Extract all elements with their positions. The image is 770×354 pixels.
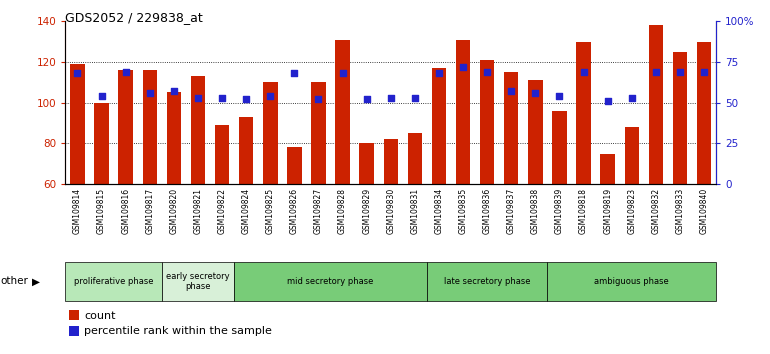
Text: GSM109834: GSM109834 bbox=[434, 188, 444, 234]
Bar bbox=[119, 70, 133, 184]
Text: GSM109825: GSM109825 bbox=[266, 188, 275, 234]
Point bbox=[554, 93, 566, 99]
Point bbox=[601, 98, 614, 104]
Text: GSM109838: GSM109838 bbox=[531, 188, 540, 234]
Point bbox=[650, 69, 662, 75]
Text: GSM109840: GSM109840 bbox=[700, 188, 708, 234]
Bar bbox=[673, 52, 687, 184]
Bar bbox=[697, 41, 711, 184]
Bar bbox=[162, 262, 234, 301]
Text: GSM109824: GSM109824 bbox=[242, 188, 251, 234]
Point bbox=[336, 70, 349, 76]
Bar bbox=[547, 262, 716, 301]
Bar bbox=[166, 92, 181, 184]
Bar bbox=[263, 82, 277, 184]
Text: GSM109816: GSM109816 bbox=[121, 188, 130, 234]
Point bbox=[433, 70, 445, 76]
Bar bbox=[234, 262, 427, 301]
Bar bbox=[360, 143, 374, 184]
Text: GSM109836: GSM109836 bbox=[483, 188, 492, 234]
Bar bbox=[576, 41, 591, 184]
Bar bbox=[239, 117, 253, 184]
Bar bbox=[336, 40, 350, 184]
Point bbox=[119, 69, 132, 75]
Text: other: other bbox=[1, 276, 28, 286]
Text: GSM109830: GSM109830 bbox=[387, 188, 395, 234]
Text: proliferative phase: proliferative phase bbox=[74, 277, 153, 286]
Text: early secretory
phase: early secretory phase bbox=[166, 272, 229, 291]
Text: mid secretory phase: mid secretory phase bbox=[287, 277, 373, 286]
Text: GSM109837: GSM109837 bbox=[507, 188, 516, 234]
Text: GSM109828: GSM109828 bbox=[338, 188, 347, 234]
Bar bbox=[456, 40, 470, 184]
Text: percentile rank within the sample: percentile rank within the sample bbox=[84, 326, 272, 336]
Bar bbox=[287, 147, 302, 184]
Bar bbox=[65, 262, 162, 301]
Point bbox=[698, 69, 710, 75]
Bar bbox=[601, 154, 615, 184]
Text: count: count bbox=[84, 311, 116, 321]
Bar bbox=[552, 111, 567, 184]
Point bbox=[313, 97, 325, 102]
Bar bbox=[528, 80, 543, 184]
Point bbox=[384, 95, 397, 101]
Point bbox=[360, 97, 373, 102]
Point bbox=[578, 69, 590, 75]
Point bbox=[144, 90, 156, 96]
Point bbox=[505, 88, 517, 94]
Text: GDS2052 / 229838_at: GDS2052 / 229838_at bbox=[65, 11, 203, 24]
Bar bbox=[427, 262, 547, 301]
Bar bbox=[407, 133, 422, 184]
Text: GSM109826: GSM109826 bbox=[290, 188, 299, 234]
Text: GSM109839: GSM109839 bbox=[555, 188, 564, 234]
Bar bbox=[648, 25, 663, 184]
Text: GSM109827: GSM109827 bbox=[314, 188, 323, 234]
Point bbox=[457, 64, 469, 70]
Bar bbox=[504, 72, 518, 184]
Bar bbox=[215, 125, 229, 184]
Text: ▶: ▶ bbox=[32, 276, 40, 286]
Text: GSM109815: GSM109815 bbox=[97, 188, 106, 234]
Point bbox=[216, 95, 228, 101]
Bar bbox=[624, 127, 639, 184]
Text: GSM109831: GSM109831 bbox=[410, 188, 420, 234]
Bar bbox=[383, 139, 398, 184]
Point bbox=[674, 69, 686, 75]
Text: GSM109814: GSM109814 bbox=[73, 188, 82, 234]
Text: GSM109823: GSM109823 bbox=[628, 188, 636, 234]
Text: GSM109833: GSM109833 bbox=[675, 188, 685, 234]
Text: late secretory phase: late secretory phase bbox=[444, 277, 531, 286]
Text: GSM109820: GSM109820 bbox=[169, 188, 179, 234]
Point bbox=[240, 97, 253, 102]
Text: GSM109832: GSM109832 bbox=[651, 188, 661, 234]
Text: GSM109817: GSM109817 bbox=[146, 188, 154, 234]
Bar bbox=[95, 103, 109, 184]
Point bbox=[192, 95, 204, 101]
Point bbox=[625, 95, 638, 101]
Point bbox=[95, 93, 108, 99]
Text: GSM109835: GSM109835 bbox=[459, 188, 467, 234]
Text: GSM109822: GSM109822 bbox=[218, 188, 226, 234]
Point bbox=[409, 95, 421, 101]
Bar bbox=[311, 82, 326, 184]
Bar bbox=[480, 60, 494, 184]
Point bbox=[481, 69, 494, 75]
Bar bbox=[191, 76, 206, 184]
Point bbox=[288, 70, 300, 76]
Bar bbox=[142, 70, 157, 184]
Bar bbox=[432, 68, 446, 184]
Bar bbox=[70, 64, 85, 184]
Point bbox=[72, 70, 84, 76]
Text: GSM109829: GSM109829 bbox=[362, 188, 371, 234]
Point bbox=[264, 93, 276, 99]
Text: ambiguous phase: ambiguous phase bbox=[594, 277, 669, 286]
Text: GSM109818: GSM109818 bbox=[579, 188, 588, 234]
Text: GSM109819: GSM109819 bbox=[603, 188, 612, 234]
Text: GSM109821: GSM109821 bbox=[193, 188, 203, 234]
Point bbox=[529, 90, 541, 96]
Point bbox=[168, 88, 180, 94]
